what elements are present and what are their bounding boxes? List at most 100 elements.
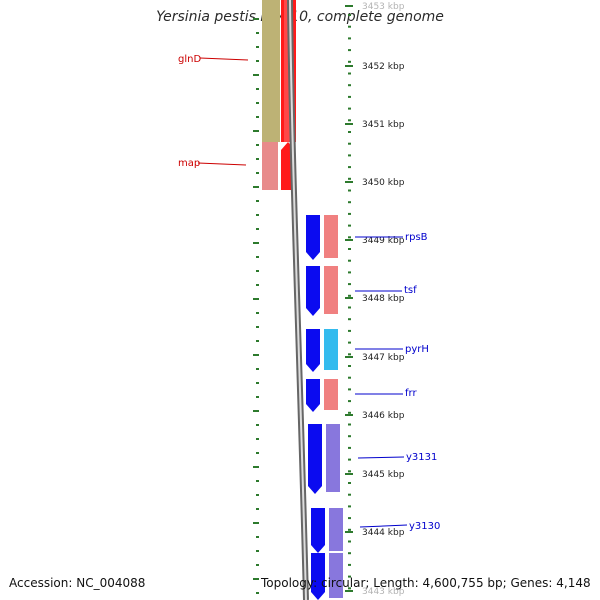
ruler-dot: [348, 341, 351, 344]
ruler-dot: [348, 458, 351, 461]
ruler-dot: [348, 294, 351, 297]
ruler-dot: [253, 298, 259, 300]
ruler-dot: [348, 563, 351, 566]
ruler-dot: [256, 312, 259, 314]
ruler-dot: [256, 340, 259, 342]
ruler-dot: [256, 32, 259, 34]
gene-label-tsf[interactable]: tsf: [404, 285, 417, 296]
gene-arrow-reverse: [306, 329, 320, 372]
gene-map-block: [262, 142, 278, 190]
ruler-dot: [256, 452, 259, 454]
major-tick: [345, 181, 353, 183]
ruler-dot: [256, 396, 259, 398]
ruler-dot: [348, 423, 351, 426]
ruler-dot: [348, 201, 351, 204]
genome-title: Yersinia pestis KIM 10, complete genome: [156, 9, 444, 25]
tick-label: 3452 kbp: [362, 62, 405, 72]
ruler-dot: [253, 130, 259, 132]
ruler-dot: [348, 60, 351, 63]
ruler-dot: [348, 329, 351, 332]
ruler-dot: [256, 382, 259, 384]
ruler-dot: [256, 550, 259, 552]
backbone-highlight: [289, 0, 307, 600]
ruler-dot: [348, 587, 351, 590]
gene-label-y3131[interactable]: y3131: [406, 452, 437, 463]
gene-arrow-reverse: [306, 215, 320, 260]
ruler-dot: [253, 522, 259, 524]
ruler-dot: [348, 224, 351, 227]
ruler-dot: [256, 592, 259, 594]
tick-label: 3443 kbp: [362, 587, 405, 597]
tick-label: 3444 kbp: [362, 528, 405, 538]
tick-label: 3445 kbp: [362, 470, 405, 480]
ruler-dot: [348, 435, 351, 438]
major-tick: [345, 414, 353, 416]
ruler-dot: [348, 446, 351, 449]
gene-label-y3130[interactable]: y3130: [409, 521, 440, 532]
ruler-dot: [348, 154, 351, 157]
ruler-dot: [256, 270, 259, 272]
gene-label-rpsB[interactable]: rpsB: [405, 232, 428, 243]
gene-leader-line: [197, 162, 247, 166]
ruler-dot: [256, 88, 259, 90]
ruler-dot: [348, 119, 351, 122]
ruler-dot: [253, 18, 259, 20]
ruler-dot: [256, 172, 259, 174]
ruler-dot: [256, 536, 259, 538]
gene-leader-line: [199, 57, 249, 61]
gene-bar-red-highlight: [284, 0, 292, 142]
ruler-dot: [256, 228, 259, 230]
ruler-dot: [348, 388, 351, 391]
tick-label: 3446 kbp: [362, 411, 405, 421]
gene-leader-line: [359, 524, 408, 528]
ruler-dot: [348, 131, 351, 133]
gene-label-frr[interactable]: frr: [405, 388, 417, 399]
ruler-dot: [348, 166, 351, 169]
gene-label-glnD[interactable]: glnD: [178, 54, 201, 65]
ruler-dot: [253, 354, 259, 356]
major-tick: [345, 239, 353, 241]
gene-label-map[interactable]: map: [178, 158, 200, 169]
topology-text: Topology: circular; Length: 4,600,755 bp…: [261, 576, 591, 590]
ruler-dot: [348, 189, 351, 192]
major-tick: [345, 590, 353, 592]
ruler-dot: [348, 411, 351, 414]
gene-label-pyrH[interactable]: pyrH: [405, 344, 429, 355]
tick-label: 3449 kbp: [362, 236, 405, 246]
gene-arrow-reverse: [311, 553, 325, 600]
ruler-dot: [256, 116, 259, 118]
major-tick: [345, 356, 353, 358]
ruler-dot: [348, 540, 351, 543]
ruler-dot: [348, 72, 351, 75]
ruler-dot: [348, 376, 351, 379]
gene-side-block: [324, 215, 338, 258]
ruler-dot: [348, 517, 351, 520]
ruler-dot: [256, 102, 259, 104]
gene-glnD-block: [262, 0, 280, 142]
genome-backbone: [287, 0, 309, 600]
gene-side-block: [326, 424, 340, 492]
ruler-dot: [348, 236, 351, 239]
ruler-dot: [256, 284, 259, 286]
gene-side-block: [324, 379, 338, 410]
ruler-dot: [348, 493, 351, 496]
ruler-dot: [348, 14, 351, 16]
ruler-dot: [348, 505, 351, 508]
ruler-dot: [348, 37, 351, 40]
ruler-dot: [256, 60, 259, 62]
gene-side-block: [324, 266, 338, 314]
major-tick: [345, 531, 353, 533]
ruler-dot: [256, 508, 259, 510]
ruler-dot: [348, 470, 351, 473]
ruler-dot: [348, 353, 351, 356]
gene-arrow-reverse: [308, 424, 322, 494]
ruler-dot: [256, 200, 259, 202]
tick-label: 3447 kbp: [362, 353, 405, 363]
ruler-dot: [348, 177, 351, 180]
ruler-dot: [348, 318, 351, 321]
tick-label: 3453 kbp: [362, 2, 405, 12]
gene-side-block: [329, 508, 343, 551]
ruler-dot: [253, 186, 259, 188]
gene-side-block: [324, 329, 338, 370]
